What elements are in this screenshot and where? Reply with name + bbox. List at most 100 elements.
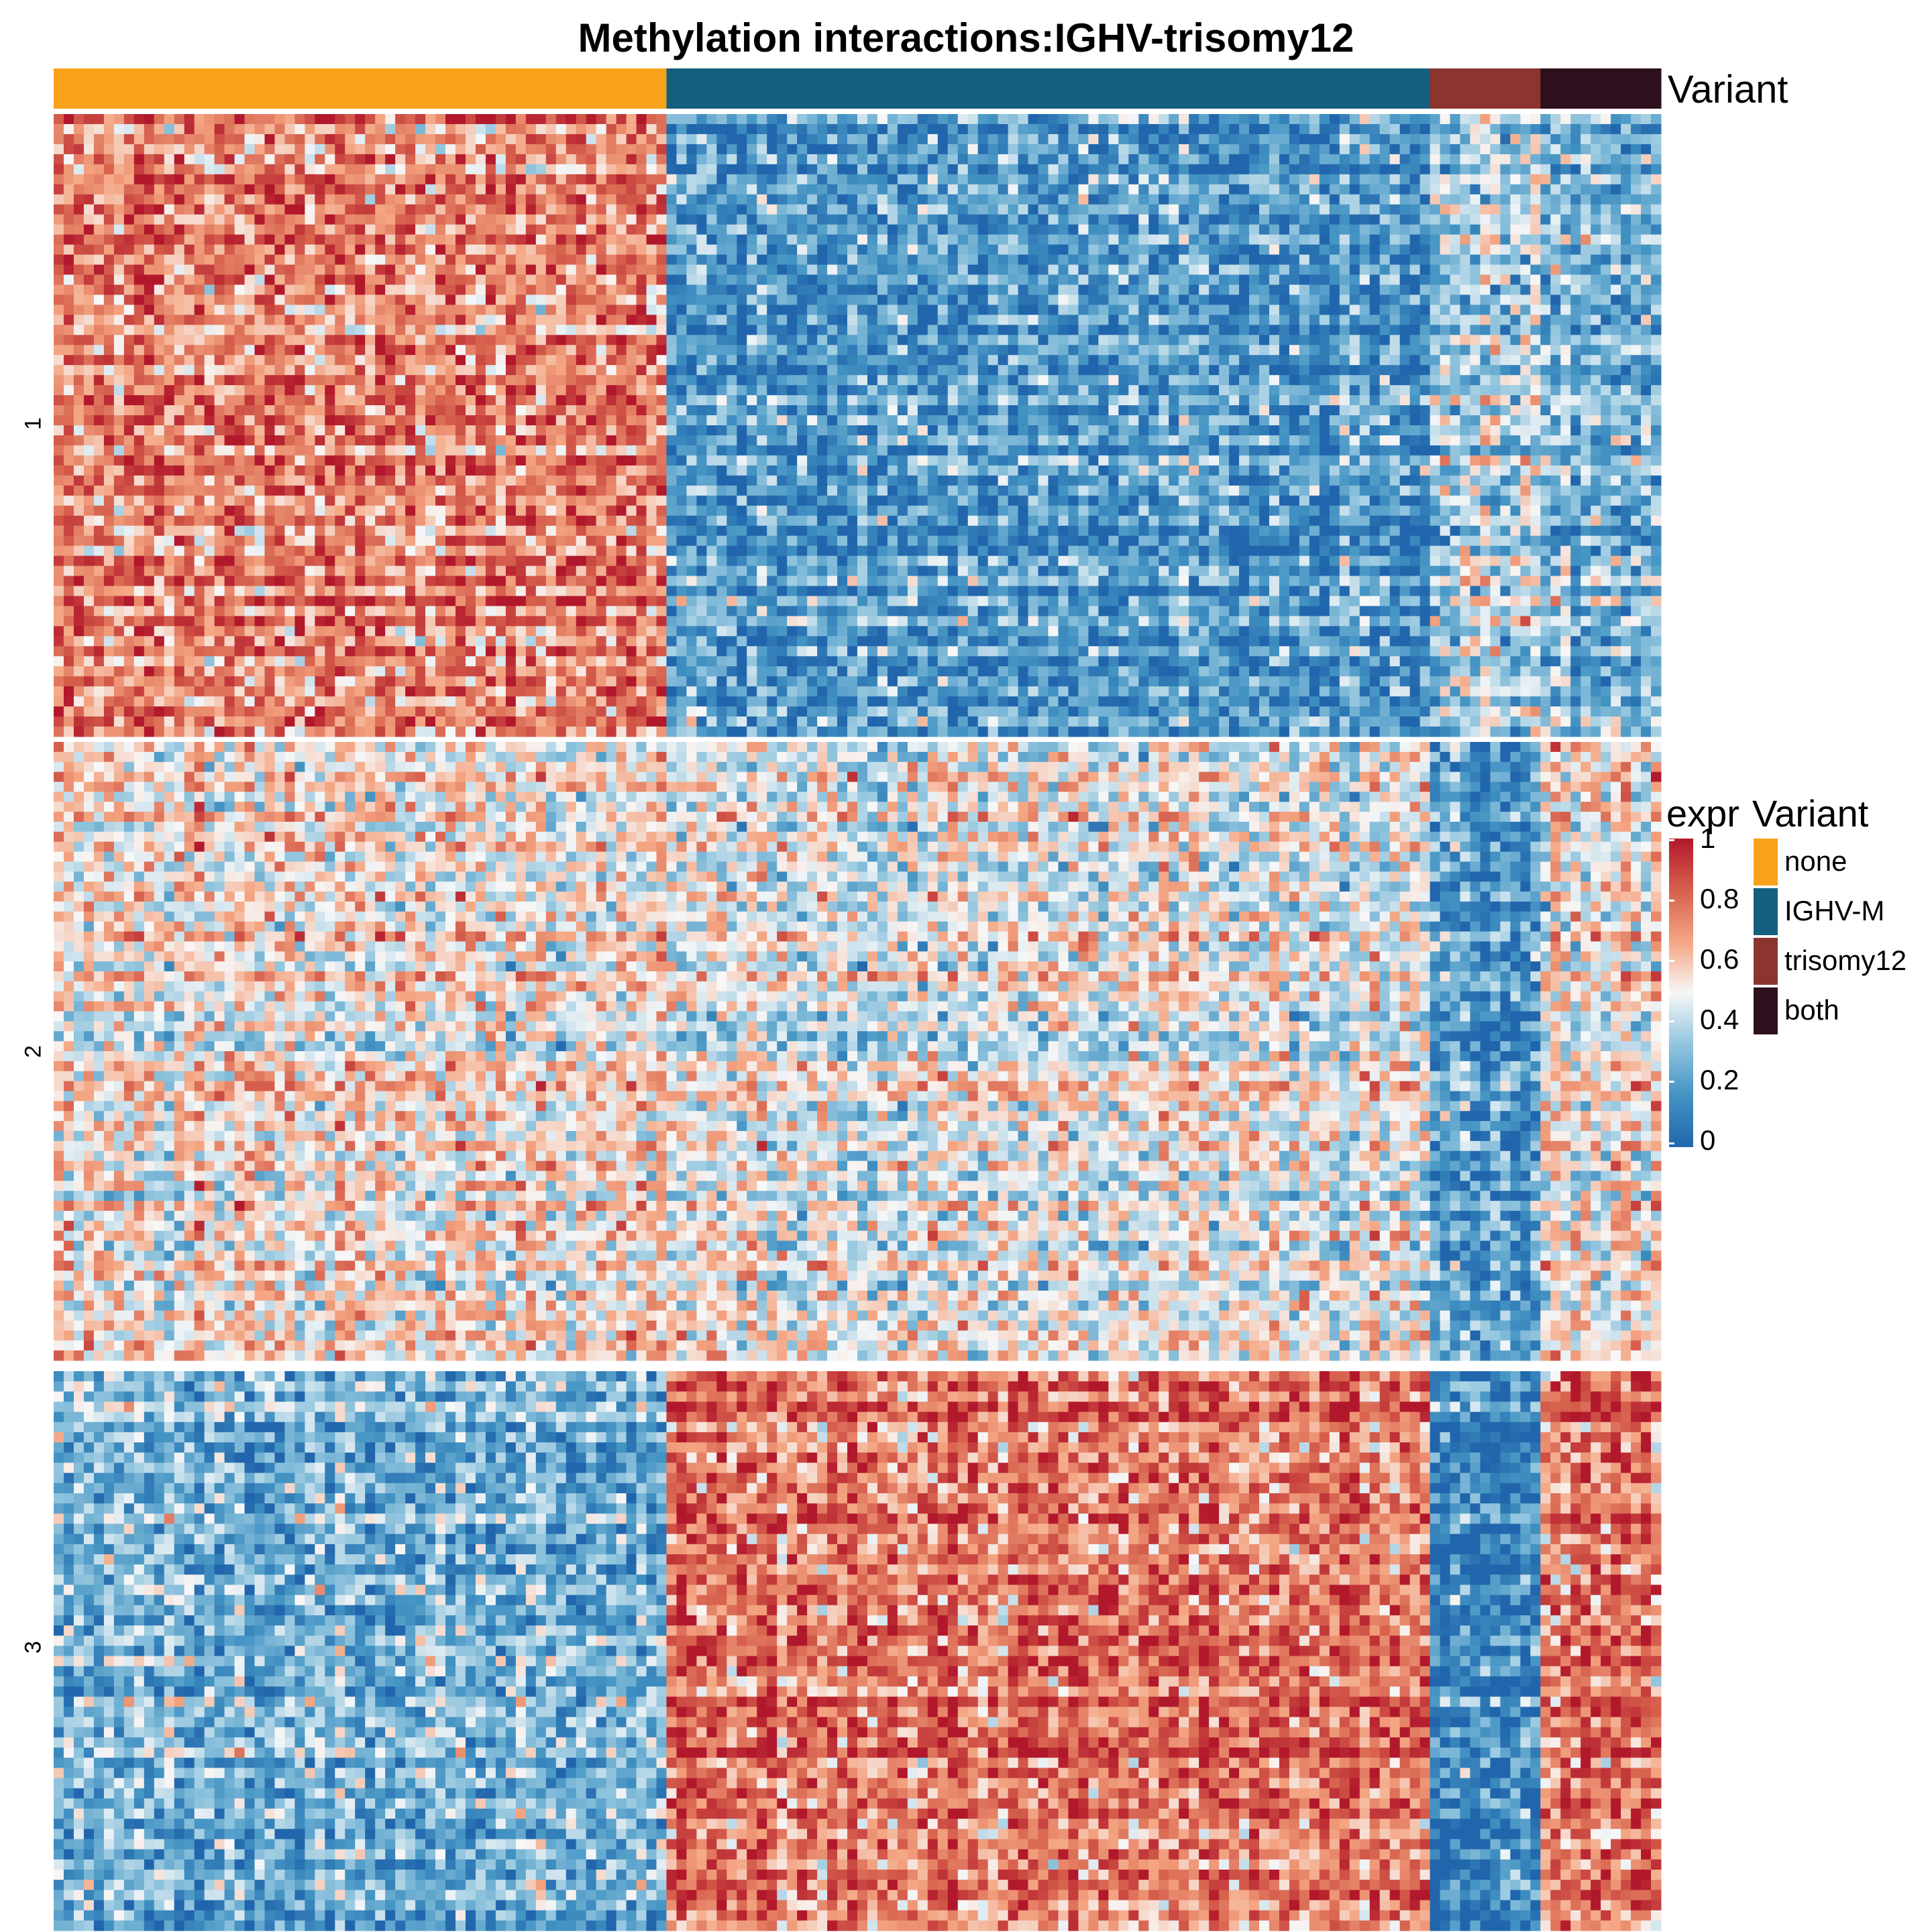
heatmap-cell xyxy=(506,215,516,225)
heatmap-cell xyxy=(184,345,195,355)
heatmap-cell xyxy=(365,134,375,144)
heatmap-cell xyxy=(466,294,476,305)
heatmap-cell xyxy=(355,164,365,174)
heatmap-cell xyxy=(1350,124,1360,134)
heatmap-cell xyxy=(576,164,586,174)
heatmap-cell xyxy=(1621,134,1631,144)
heatmap-cell xyxy=(968,345,978,355)
heatmap-cell xyxy=(516,245,526,255)
heatmap-cell xyxy=(144,395,154,405)
heatmap-cell xyxy=(1601,174,1611,184)
heatmap-cell xyxy=(94,395,104,405)
heatmap-cell xyxy=(405,315,415,325)
heatmap-cell xyxy=(1570,215,1580,225)
heatmap-cell xyxy=(415,294,425,305)
heatmap-cell xyxy=(938,355,948,365)
heatmap-cell xyxy=(1420,205,1430,215)
heatmap-cell xyxy=(1008,134,1018,144)
heatmap-cell xyxy=(696,355,706,365)
heatmap-cell xyxy=(144,255,154,265)
heatmap-cell xyxy=(274,294,284,305)
heatmap-cell xyxy=(1480,114,1490,124)
heatmap-cell xyxy=(1510,325,1520,335)
heatmap-cell xyxy=(1279,184,1289,195)
heatmap-cell xyxy=(1309,284,1320,294)
heatmap-cell xyxy=(1108,274,1118,284)
heatmap-cell xyxy=(1279,274,1289,284)
heatmap-cell xyxy=(837,305,847,315)
heatmap-cell xyxy=(1530,365,1540,375)
heatmap-cell xyxy=(1490,225,1500,235)
heatmap-cell xyxy=(908,245,918,255)
heatmap-cell xyxy=(1450,274,1460,284)
heatmap-cell xyxy=(1098,245,1108,255)
heatmap-cell xyxy=(857,284,867,294)
heatmap-cell xyxy=(1259,164,1269,174)
heatmap-cell xyxy=(205,345,215,355)
heatmap-cell xyxy=(1480,245,1490,255)
heatmap-cell xyxy=(1059,294,1069,305)
heatmap-cell xyxy=(837,124,847,134)
heatmap-cell xyxy=(1580,184,1591,195)
heatmap-cell xyxy=(385,144,395,154)
heatmap-cell xyxy=(74,124,84,134)
heatmap-cell xyxy=(777,235,787,245)
heatmap-cell xyxy=(1530,355,1540,365)
heatmap-cell xyxy=(1159,134,1169,144)
heatmap-cell xyxy=(857,144,867,154)
heatmap-cell xyxy=(837,235,847,245)
heatmap-cell xyxy=(1540,365,1550,375)
heatmap-cell xyxy=(1068,245,1078,255)
heatmap-cell xyxy=(1641,385,1651,395)
heatmap-cell xyxy=(938,114,948,124)
heatmap-cell xyxy=(566,255,576,265)
heatmap-cell xyxy=(1108,355,1118,365)
heatmap-cell xyxy=(486,235,496,245)
heatmap-cell xyxy=(1400,134,1410,144)
heatmap-cell xyxy=(696,305,706,315)
heatmap-cell xyxy=(787,265,797,275)
heatmap-cell xyxy=(1219,365,1229,375)
heatmap-cell xyxy=(455,124,466,134)
heatmap-cell xyxy=(154,255,164,265)
heatmap-cell xyxy=(184,154,195,164)
heatmap-cell xyxy=(1570,294,1580,305)
heatmap-cell xyxy=(74,195,84,205)
heatmap-cell xyxy=(1018,174,1028,184)
heatmap-cell xyxy=(195,375,205,385)
heatmap-cell xyxy=(1651,255,1661,265)
heatmap-cell xyxy=(1078,225,1088,235)
heatmap-cell xyxy=(1410,294,1420,305)
heatmap-cell xyxy=(1460,284,1470,294)
heatmap-cell xyxy=(837,134,847,144)
heatmap-cell xyxy=(174,225,184,235)
heatmap-cell xyxy=(1199,215,1209,225)
heatmap-cell xyxy=(134,184,144,195)
heatmap-cell xyxy=(516,315,526,325)
heatmap-cell xyxy=(1289,235,1299,245)
heatmap-cell xyxy=(1259,235,1269,245)
heatmap-cell xyxy=(827,365,837,375)
heatmap-cell xyxy=(1289,365,1299,375)
heatmap-cell xyxy=(455,355,466,365)
heatmap-cell xyxy=(616,355,627,365)
heatmap-cell xyxy=(375,385,385,395)
heatmap-cell xyxy=(536,235,546,245)
heatmap-cell xyxy=(1018,335,1028,345)
heatmap-cell xyxy=(124,205,134,215)
heatmap-cell xyxy=(1269,195,1279,205)
heatmap-cell xyxy=(938,335,948,345)
heatmap-cell xyxy=(1138,164,1148,174)
heatmap-cell xyxy=(64,124,74,134)
heatmap-cell xyxy=(827,345,837,355)
heatmap-cell xyxy=(556,245,566,255)
heatmap-cell xyxy=(536,225,546,235)
heatmap-cell xyxy=(516,395,526,405)
heatmap-cell xyxy=(1580,325,1591,335)
heatmap-cell xyxy=(998,335,1008,345)
heatmap-cell xyxy=(1289,205,1299,215)
heatmap-cell xyxy=(1159,205,1169,215)
heatmap-cell xyxy=(335,134,345,144)
heatmap-cell xyxy=(375,124,385,134)
heatmap-cell xyxy=(1219,205,1229,215)
